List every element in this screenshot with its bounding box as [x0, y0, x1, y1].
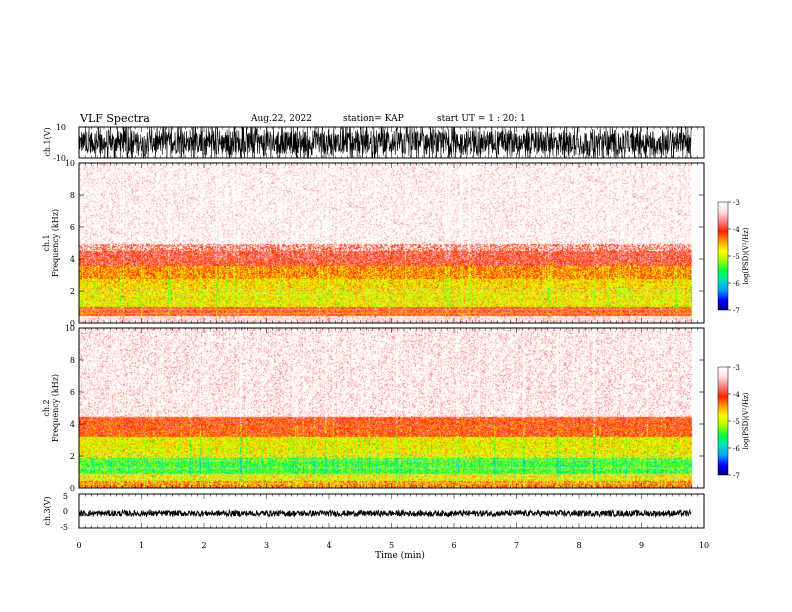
ch3-waveform-panel: 5 0 -5 ch.3(V) [43, 492, 705, 532]
time-axis-label: Time (min) [375, 550, 425, 561]
ch1-waveform-series [78, 126, 692, 159]
freq-tick-label: 4 [70, 255, 75, 264]
ch2-colorbar-label: log(PSD)(V²/Hz) [742, 392, 750, 449]
colorbar-tick-label: -4 [733, 391, 740, 399]
ch2-colorbar-ticks: -3 -4 -5 -6 -7 [728, 364, 740, 480]
ch1-colorbar-label: log(PSD)(V²/Hz) [742, 227, 750, 284]
time-tick-label: 2 [201, 541, 206, 550]
station-label: station= KAP [343, 114, 404, 124]
freq-tick-label: 6 [70, 388, 75, 397]
start-ut-label: start UT = 1 : 20: 1 [437, 114, 526, 124]
freq-tick-label: 8 [70, 356, 75, 365]
ch1-spectrogram-image-wrap [79, 163, 704, 323]
freq-tick-label: 0 [70, 319, 75, 328]
time-tick-label: 9 [639, 541, 644, 550]
ch3-waveform-ticks [78, 494, 705, 528]
ch1-spectrogram-ylabel: Frequency (kHz) [51, 209, 60, 277]
ch3-waveform-ytick-neg5: -5 [60, 523, 68, 532]
colorbar-tick-label: -7 [733, 307, 740, 315]
time-axis-tick-labels: 0 1 2 3 4 5 6 7 8 9 10 [76, 541, 709, 550]
ch2-spectrogram-image-wrap [79, 328, 704, 488]
ch2-spectrogram-panel: 0 2 4 6 8 10 ch.2 Frequency (kHz) [42, 324, 705, 493]
colorbar-tick-label: -5 [733, 418, 740, 426]
freq-tick-label: 10 [65, 324, 75, 333]
freq-tick-label: 2 [70, 452, 75, 461]
ch2-colorbar-bar [717, 366, 729, 476]
ch1-spectrogram-ticks [78, 162, 705, 324]
ch3-waveform-ytick-0: 0 [63, 507, 68, 516]
time-tick-label: 8 [576, 541, 581, 550]
time-tick-label: 0 [76, 541, 81, 550]
colorbar-tick-label: -5 [733, 253, 740, 261]
ch1-spectrogram-panel: 0 2 4 6 8 10 ch.1 Frequency (kHz) [42, 159, 705, 328]
freq-tick-label: 6 [70, 223, 75, 232]
figure-title: VLF Spectra [80, 112, 150, 125]
freq-tick-label: 8 [70, 191, 75, 200]
ch1-colorbar-bar [717, 201, 729, 311]
ch2-spectrogram-ytick-labels: 0 2 4 6 8 10 [65, 324, 75, 493]
ch1-waveform-ytick-bottom: -10 [53, 154, 66, 163]
time-tick-label: 10 [699, 541, 709, 550]
ch3-waveform-ytick-5: 5 [63, 492, 68, 501]
time-tick-label: 6 [451, 541, 456, 550]
colorbar-tick-label: -4 [733, 226, 740, 234]
ch1-waveform-ylabel: ch.1(V) [43, 127, 52, 156]
time-tick-label: 5 [389, 541, 394, 550]
ch3-waveform-ylabel: ch.3(V) [43, 496, 52, 525]
freq-tick-label: 10 [65, 159, 75, 168]
ch2-channel-label: ch.2 [42, 399, 51, 416]
ch3-waveform-series [78, 508, 692, 519]
time-tick-label: 3 [264, 541, 269, 550]
ch1-spectrogram-ytick-labels: 0 2 4 6 8 10 [65, 159, 75, 328]
ch2-spectrogram-heatmap [79, 328, 704, 488]
ch1-spectrogram-heatmap [79, 163, 704, 323]
colorbar-tick-label: -7 [733, 472, 740, 480]
ch2-spectrogram-ticks [78, 327, 705, 489]
ch1-waveform-ticks [78, 127, 705, 158]
time-tick-label: 1 [139, 541, 144, 550]
freq-tick-label: 4 [70, 420, 75, 429]
colorbar-tick-label: -3 [733, 364, 740, 372]
date-label: Aug.22, 2022 [251, 114, 312, 124]
ch1-waveform-ytick-top: 10 [56, 123, 66, 132]
time-tick-label: 7 [514, 541, 519, 550]
freq-tick-label: 0 [70, 484, 75, 493]
colorbar-tick-label: -6 [733, 280, 740, 288]
ch1-colorbar: -3 -4 -5 -6 -7 log(PSD)(V²/Hz) [717, 199, 750, 315]
colorbar-tick-label: -6 [733, 445, 740, 453]
colorbar-tick-label: -3 [733, 199, 740, 207]
ch2-spectrogram-ylabel: Frequency (kHz) [51, 374, 60, 442]
ch2-colorbar: -3 -4 -5 -6 -7 log(PSD)(V²/Hz) [717, 364, 750, 480]
freq-tick-label: 2 [70, 287, 75, 296]
time-tick-label: 4 [326, 541, 331, 550]
ch1-colorbar-ticks: -3 -4 -5 -6 -7 [728, 199, 740, 315]
ch1-channel-label: ch.1 [42, 234, 51, 251]
ch1-waveform-panel: 10 -10 ch.1(V) [43, 123, 705, 163]
